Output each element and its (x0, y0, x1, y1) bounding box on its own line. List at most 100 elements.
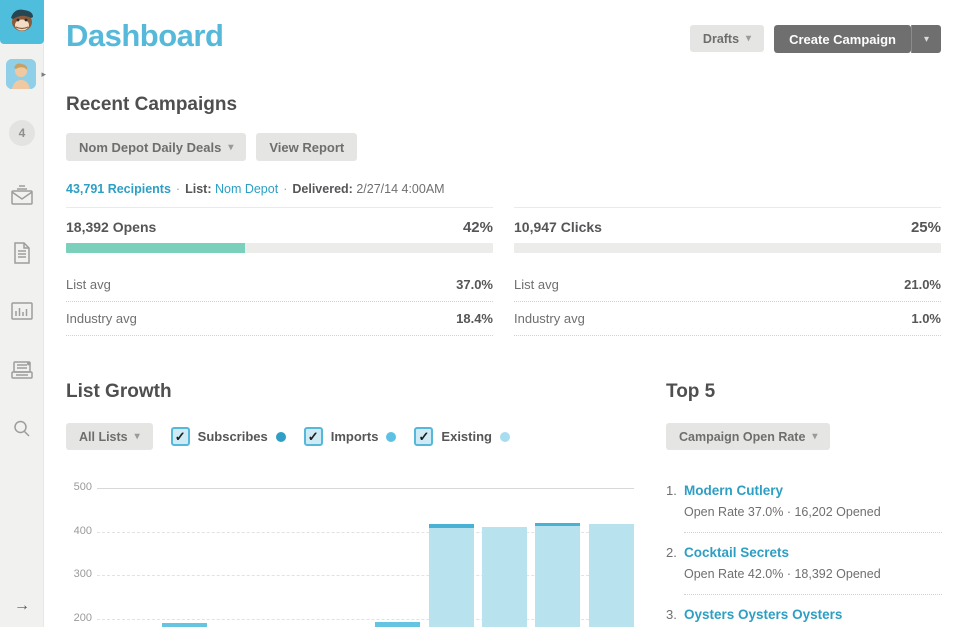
y-axis-tick: 400 (73, 524, 92, 537)
document-icon (10, 241, 34, 270)
list-avg-value: 21.0% (904, 277, 941, 292)
chart-bar-subscribes-cap (428, 524, 474, 528)
chevron-down-icon: ▾ (812, 431, 818, 442)
top5-item-1: 1. Modern Cutlery Open Rate 37.0% · 16,2… (666, 482, 942, 544)
checkmark-icon: ✓ (174, 428, 186, 444)
list-label: List: (185, 182, 212, 196)
campaign-stats-text: Open Rate 42.0% · 18,392 Opened (684, 567, 881, 581)
envelope-icon (9, 182, 35, 213)
top5-item-2: 2. Cocktail Secrets Open Rate 42.0% · 18… (666, 544, 942, 606)
legend-subscribes[interactable]: ✓ Subscribes (170, 427, 286, 446)
opens-percent: 42% (462, 219, 493, 236)
campaign-link[interactable]: Oysters Oysters Oysters (684, 607, 843, 622)
chevron-down-icon: ▾ (134, 431, 140, 442)
create-campaign-dropdown-button[interactable]: ▾ (911, 25, 941, 53)
list-avg-label: List avg (66, 277, 111, 292)
opens-list-avg-row: List avg 37.0% (66, 268, 493, 302)
top5-heading: Top 5 (666, 381, 716, 402)
gridline-500 (97, 488, 634, 489)
imports-checkbox[interactable]: ✓ (303, 427, 323, 446)
avatar-expand-caret-icon[interactable]: ▸ (41, 69, 46, 79)
top5-metric-label: Campaign Open Rate (679, 429, 806, 444)
lists-nav-item[interactable] (0, 240, 44, 270)
dot-separator: · (175, 182, 181, 196)
templates-icon (9, 358, 35, 387)
legend-existing[interactable]: ✓ Existing (414, 427, 510, 446)
legend-imports[interactable]: ✓ Imports (303, 427, 397, 446)
user-avatar[interactable] (6, 59, 36, 89)
list-growth-heading: List Growth (66, 381, 172, 402)
chart-bar (535, 522, 581, 627)
drafts-label: Drafts (702, 31, 740, 46)
top5-metric-dropdown[interactable]: Campaign Open Rate ▾ (666, 423, 831, 450)
list-avg-value: 37.0% (456, 277, 493, 292)
industry-avg-value: 18.4% (456, 311, 493, 326)
campaigns-nav-item[interactable] (0, 182, 44, 212)
clicks-stat-panel: 10,947 Clicks 25% List avg 21.0% Industr… (514, 207, 941, 336)
freddie-mailchimp-logo-icon (7, 5, 37, 40)
delivered-label: Delivered: (292, 182, 353, 196)
campaign-link[interactable]: Modern Cutlery (684, 483, 784, 498)
page-title: Dashboard (66, 18, 224, 53)
rank-number: 3. (666, 607, 677, 622)
checkmark-icon: ✓ (307, 428, 319, 444)
y-axis-tick: 200 (73, 611, 92, 624)
existing-checkbox[interactable]: ✓ (414, 427, 434, 446)
rank-number: 2. (666, 545, 677, 560)
opens-stat-panel: 18,392 Opens 42% List avg 37.0% Industry… (66, 207, 493, 336)
list-avg-label: List avg (514, 277, 559, 292)
top5-item-3: 3. Oysters Oysters Oysters Open Rate 37.… (666, 606, 942, 627)
recipients-link[interactable]: 43,791 Recipients (66, 182, 171, 196)
subscribes-color-dot (275, 431, 286, 442)
existing-label: Existing (441, 429, 492, 444)
templates-nav-item[interactable] (0, 357, 44, 387)
notification-badge[interactable]: 4 (9, 120, 35, 146)
all-lists-dropdown[interactable]: All Lists ▾ (66, 423, 153, 450)
chart-bar-subscribes-cap (535, 522, 581, 526)
chart-bar (588, 524, 634, 627)
collapse-sidebar-arrow-icon[interactable]: → (14, 597, 30, 614)
campaign-link[interactable]: Cocktail Secrets (684, 545, 790, 560)
list-name-link[interactable]: Nom Depot (214, 182, 279, 196)
clicks-label: 10,947 Clicks (514, 219, 602, 235)
opens-industry-avg-row: Industry avg 18.4% (66, 302, 493, 336)
header-actions: Drafts ▾ Create Campaign ▾ (689, 25, 941, 53)
top5-list: 1. Modern Cutlery Open Rate 37.0% · 16,2… (666, 482, 942, 627)
search-icon (10, 417, 34, 446)
mailchimp-logo[interactable] (0, 0, 44, 44)
clicks-percent: 25% (910, 219, 941, 236)
industry-avg-label: Industry avg (514, 311, 585, 326)
list-growth-chart: 500 400 300 200 (66, 470, 636, 627)
campaign-controls: Nom Depot Daily Deals ▾ View Report (66, 133, 358, 161)
industry-avg-label: Industry avg (66, 311, 137, 326)
clicks-list-avg-row: List avg 21.0% (514, 268, 941, 302)
rank-number: 1. (666, 483, 677, 498)
subscribes-checkbox[interactable]: ✓ (170, 427, 190, 446)
reports-nav-item[interactable] (0, 298, 44, 328)
list-growth-controls: All Lists ▾ ✓ Subscribes ✓ Imports ✓ Exi… (66, 423, 510, 450)
chevron-down-icon: ▾ (923, 33, 930, 45)
dot-separator: · (283, 182, 288, 196)
imports-label: Imports (330, 429, 379, 444)
campaign-selector-dropdown[interactable]: Nom Depot Daily Deals ▾ (66, 133, 247, 161)
chart-bar (162, 622, 208, 627)
bar-chart-icon (9, 299, 35, 328)
drafts-dropdown-button[interactable]: Drafts ▾ (689, 25, 765, 52)
create-campaign-split-button: Create Campaign ▾ (774, 25, 941, 53)
create-campaign-button[interactable]: Create Campaign (774, 25, 911, 53)
view-report-button[interactable]: View Report (256, 133, 358, 161)
search-nav-item[interactable] (0, 416, 44, 446)
delivered-value: 2/27/14 4:00AM (356, 182, 445, 196)
subscribes-label: Subscribes (197, 429, 268, 444)
clicks-industry-avg-row: Industry avg 1.0% (514, 302, 941, 336)
sidebar: ▸ 4 (0, 0, 46, 627)
industry-avg-value: 1.0% (911, 311, 941, 326)
chart-bar (428, 524, 474, 627)
chevron-down-icon: ▾ (746, 33, 752, 44)
chart-bar (481, 526, 527, 627)
recent-campaigns-heading: Recent Campaigns (66, 94, 238, 115)
chart-bar (375, 622, 421, 627)
opens-progress-fill (66, 243, 246, 253)
campaign-stats-text: Open Rate 37.0% · 16,202 Opened (684, 505, 881, 519)
